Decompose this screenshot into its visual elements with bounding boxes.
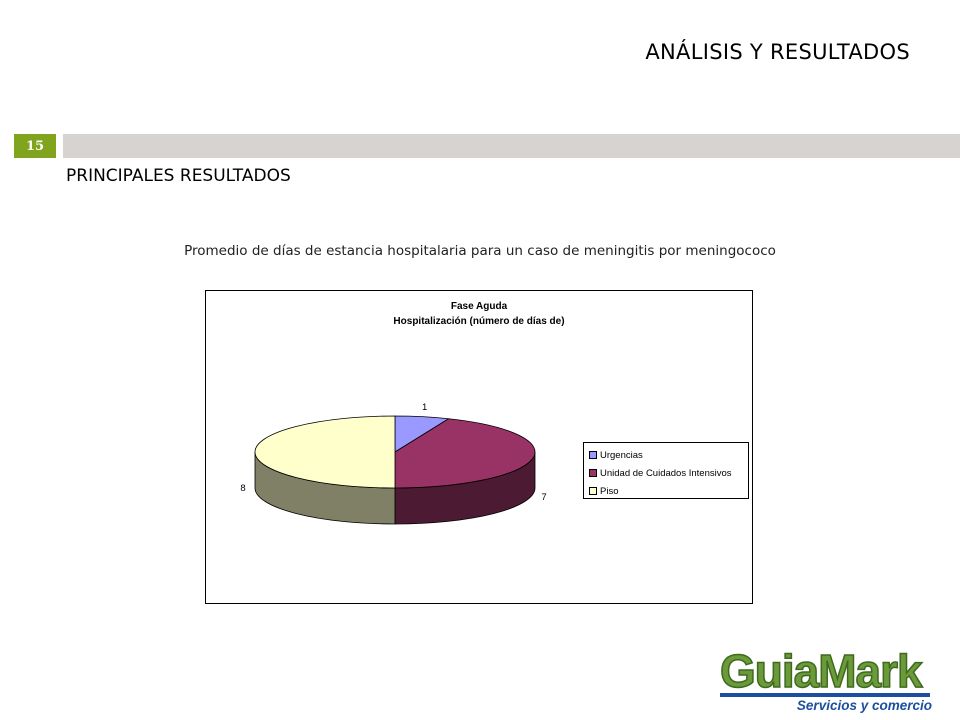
- slide-title: ANÁLISIS Y RESULTADOS: [645, 40, 910, 64]
- header-bar: [63, 134, 960, 158]
- legend-swatch-piso: [589, 487, 597, 495]
- pie-slice-piso: [254, 415, 396, 489]
- chart-frame: Fase Aguda Hospitalización (número de dí…: [205, 290, 753, 604]
- logo-underline: [720, 693, 930, 697]
- legend-swatch-urgencias: [589, 451, 597, 459]
- guiamark-logo: GuiaMark Servicios y comercio: [718, 644, 938, 714]
- legend-swatch-uci: [589, 469, 597, 477]
- pie-tops: [254, 415, 536, 489]
- chart-legend: Urgencias Unidad de Cuidados Intensivos …: [583, 442, 749, 499]
- legend-label-uci: Unidad de Cuidados Intensivos: [600, 467, 732, 479]
- data-label-uci: 7: [541, 492, 546, 503]
- chart-caption: Promedio de días de estancia hospitalari…: [184, 243, 776, 259]
- data-label-piso: 8: [240, 483, 245, 494]
- pie-chart: Fase Aguda Hospitalización (número de dí…: [240, 301, 565, 525]
- chart-title-line-2: Hospitalización (número de días de): [393, 316, 564, 327]
- slide-number: 15: [14, 134, 56, 158]
- data-label-urgencias: 1: [422, 402, 427, 413]
- legend-item-urgencias: Urgencias: [589, 446, 748, 464]
- pie-sides: [254, 451, 536, 525]
- pie-labels: 1 7 8: [240, 402, 546, 503]
- legend-label-urgencias: Urgencias: [600, 449, 643, 461]
- logo-wordmark: GuiaMark: [719, 644, 923, 698]
- chart-title-line-1: Fase Aguda: [451, 301, 508, 312]
- legend-item-uci: Unidad de Cuidados Intensivos: [589, 464, 748, 482]
- legend-item-piso: Piso: [589, 482, 748, 500]
- logo-tagline: Servicios y comercio: [796, 698, 932, 713]
- section-title: PRINCIPALES RESULTADOS: [66, 166, 291, 186]
- pie-slice-uci: [394, 418, 536, 489]
- legend-label-piso: Piso: [600, 485, 619, 497]
